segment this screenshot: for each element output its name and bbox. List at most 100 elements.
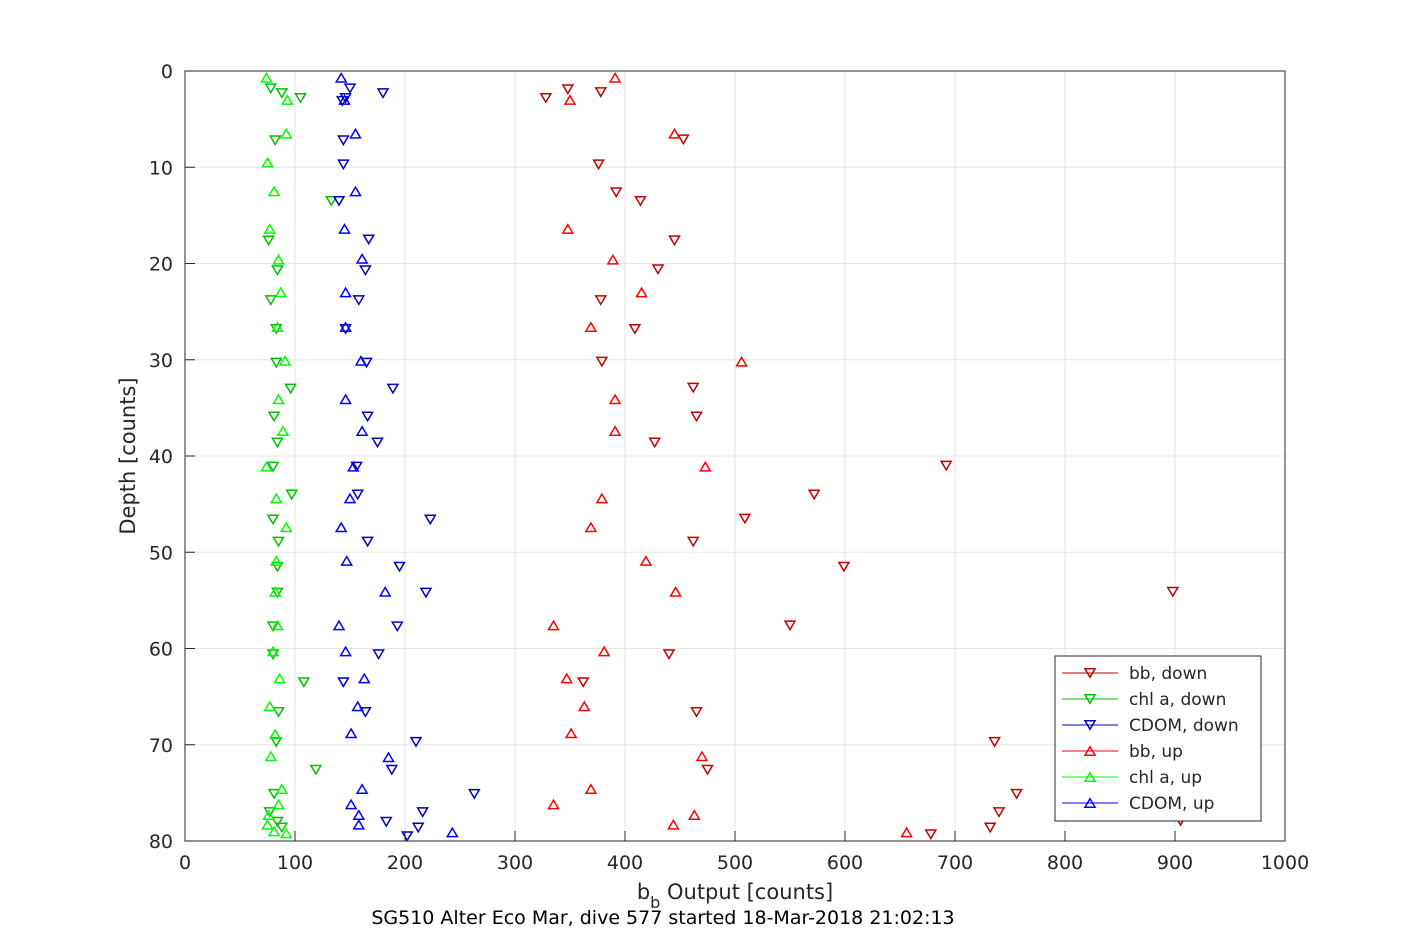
data-point — [280, 94, 294, 105]
data-point — [376, 88, 390, 99]
data-point — [272, 536, 285, 548]
data-point — [272, 798, 285, 810]
data-point — [539, 92, 553, 104]
data-point — [606, 253, 620, 265]
data-point — [273, 672, 286, 684]
data-point — [467, 788, 481, 800]
data-point — [272, 393, 285, 405]
data-point — [695, 750, 709, 762]
x-tick-label: 900 — [1157, 852, 1193, 874]
data-point — [266, 461, 280, 473]
legend-label: bb, down — [1129, 664, 1207, 684]
data-point — [561, 223, 575, 234]
data-point — [267, 411, 281, 423]
x-axis-label-rest: Output [counts] — [660, 880, 833, 904]
data-point — [339, 321, 352, 333]
data-point — [274, 286, 288, 298]
data-point — [262, 809, 275, 821]
x-axis-label-subscript: b — [650, 893, 660, 912]
legend: bb, down chl a, down CDOM, down bb, up chl a… — [1054, 655, 1262, 822]
data-point — [285, 489, 299, 501]
data-point — [278, 354, 292, 366]
series-2 — [332, 83, 481, 842]
y-tick-label: 30 — [149, 350, 173, 372]
y-tick-label: 60 — [149, 639, 173, 661]
legend-marker — [1083, 668, 1097, 679]
data-point — [340, 555, 354, 566]
data-point — [324, 195, 338, 207]
data-point — [264, 295, 278, 306]
data-point — [419, 587, 433, 599]
y-tick-label: 50 — [149, 542, 173, 564]
data-point — [334, 521, 348, 533]
data-point — [332, 619, 346, 631]
legend-marker — [1083, 745, 1097, 756]
data-point — [344, 727, 358, 739]
legend-label: bb, up — [1129, 742, 1183, 762]
y-tick-label: 40 — [149, 446, 173, 468]
data-point — [547, 619, 560, 631]
data-point — [351, 700, 365, 712]
x-tick-label: 500 — [717, 852, 753, 874]
chart-caption: SG510 Alter Eco Mar, dive 577 started 18… — [371, 907, 954, 929]
data-point — [339, 393, 352, 405]
data-point — [338, 94, 351, 105]
data-point — [378, 585, 392, 597]
data-point — [939, 460, 953, 472]
data-point — [357, 672, 371, 684]
data-point — [837, 561, 851, 573]
data-point — [393, 561, 406, 573]
data-point — [275, 783, 289, 795]
data-point — [276, 425, 290, 436]
data-point — [272, 707, 285, 718]
data-point — [261, 156, 274, 168]
data-point — [988, 736, 1001, 748]
data-point — [690, 707, 703, 718]
data-point — [262, 235, 275, 247]
x-tick-label: 600 — [827, 852, 863, 874]
data-point — [584, 521, 598, 533]
data-point — [564, 727, 578, 739]
data-point — [359, 265, 372, 276]
data-point — [386, 383, 400, 395]
data-point — [608, 393, 622, 405]
data-point — [266, 645, 280, 657]
data-point — [261, 818, 274, 830]
data-point — [628, 323, 642, 335]
data-point — [592, 159, 605, 171]
data-point — [669, 585, 682, 597]
x-tick-label: 400 — [607, 852, 643, 874]
data-point — [361, 411, 374, 423]
data-point — [385, 764, 399, 776]
legend-label: chl a, down — [1129, 690, 1226, 710]
legend-label: CDOM, up — [1129, 794, 1214, 814]
axis-ticks: 0 100 200 300 400 500 600 700 800 900 1000 0 10 20 30 4… — [149, 61, 1309, 874]
data-point — [334, 72, 348, 83]
data-point — [264, 750, 278, 762]
data-point — [561, 84, 575, 96]
data-point — [667, 818, 680, 830]
x-tick-label: 300 — [497, 852, 533, 874]
data-point — [595, 356, 609, 368]
data-point — [686, 536, 700, 548]
data-point — [701, 764, 714, 776]
series-4 — [260, 72, 294, 839]
data-point — [379, 816, 393, 828]
data-point — [343, 83, 357, 95]
data-point — [284, 383, 297, 395]
legend-marker — [1083, 720, 1097, 731]
data-point — [355, 252, 369, 264]
data-point — [362, 234, 376, 246]
data-point — [260, 72, 273, 83]
data-point — [271, 816, 284, 828]
data-point — [354, 354, 368, 366]
x-tick-label: 700 — [937, 852, 973, 874]
data-point — [635, 286, 648, 298]
data-point — [668, 127, 681, 139]
data-point — [668, 235, 681, 247]
data-point — [266, 649, 280, 661]
data-point — [390, 621, 404, 633]
data-point — [346, 460, 360, 472]
data-point — [275, 88, 289, 99]
